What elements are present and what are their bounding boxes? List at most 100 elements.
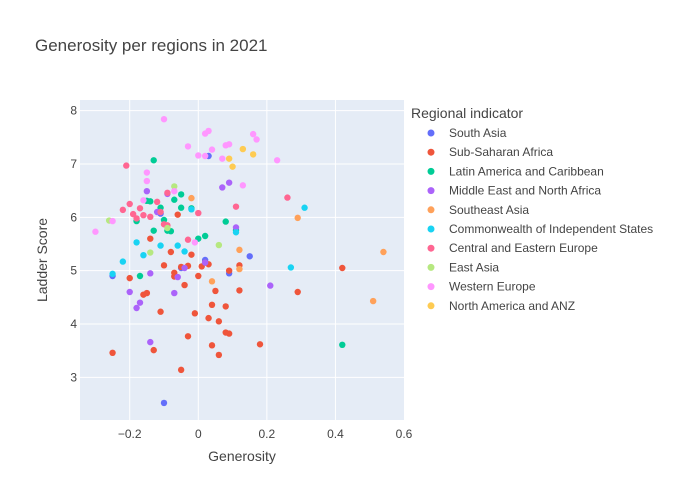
- data-point: [195, 209, 202, 217]
- data-point: [236, 287, 243, 294]
- legend-title: Regional indicator: [411, 105, 523, 121]
- data-point: [181, 281, 188, 289]
- data-point: [109, 217, 116, 225]
- data-point: [212, 287, 219, 295]
- data-point: [215, 318, 223, 325]
- data-point: [208, 342, 216, 349]
- data-point: [184, 333, 192, 340]
- legend-label: North America and ANZ: [449, 299, 575, 313]
- x-tick-label: 0.2: [259, 427, 276, 441]
- data-point: [160, 399, 168, 407]
- legend-item[interactable]: Central and Eastern Europe: [427, 241, 599, 255]
- data-point: [246, 253, 253, 260]
- data-point: [225, 155, 233, 162]
- data-point: [143, 289, 151, 297]
- data-point: [294, 214, 301, 222]
- data-point: [222, 303, 229, 310]
- data-point: [133, 304, 140, 312]
- data-point: [177, 191, 185, 198]
- data-point: [126, 200, 133, 208]
- data-point: [140, 252, 147, 259]
- data-point: [201, 259, 209, 266]
- data-point: [147, 235, 154, 242]
- data-point: [109, 270, 116, 278]
- data-point: [339, 341, 346, 348]
- legend-item[interactable]: Southeast Asia: [427, 203, 530, 217]
- data-point: [184, 236, 192, 243]
- data-point: [195, 272, 202, 280]
- legend-item[interactable]: Sub-Saharan Africa: [427, 145, 554, 159]
- y-tick-label: 3: [70, 370, 77, 384]
- data-point: [225, 267, 233, 274]
- legend-item[interactable]: South Asia: [427, 126, 507, 140]
- x-tick-label: −0.2: [118, 427, 142, 441]
- data-point: [153, 198, 161, 206]
- series-8: [92, 116, 281, 246]
- data-point: [119, 258, 127, 265]
- data-point: [205, 314, 212, 322]
- data-point: [284, 194, 291, 201]
- legend-item[interactable]: Commonwealth of Independent States: [427, 222, 654, 236]
- data-point: [249, 130, 257, 138]
- data-point: [232, 229, 240, 236]
- data-point: [267, 282, 274, 289]
- legend-label: Western Europe: [449, 280, 536, 294]
- data-point: [177, 204, 185, 211]
- series-7: [105, 183, 223, 256]
- legend-item[interactable]: North America and ANZ: [427, 299, 576, 313]
- legend-marker-icon: [427, 167, 435, 175]
- data-point: [219, 184, 226, 191]
- data-point: [133, 215, 140, 222]
- legend-item[interactable]: Middle East and North Africa: [427, 184, 602, 198]
- legend-item[interactable]: Western Europe: [427, 280, 536, 294]
- data-point: [174, 273, 181, 281]
- data-point: [171, 183, 178, 190]
- data-point: [249, 151, 257, 158]
- legend-label: Sub-Saharan Africa: [449, 145, 553, 159]
- data-point: [177, 366, 185, 374]
- data-point: [129, 210, 137, 218]
- data-point: [188, 194, 195, 202]
- data-point: [133, 239, 140, 246]
- legend-label: East Asia: [449, 260, 499, 274]
- legend-marker-icon: [427, 206, 435, 214]
- legend-item[interactable]: East Asia: [427, 260, 500, 274]
- data-point: [232, 203, 240, 210]
- data-point: [201, 232, 209, 240]
- data-point: [256, 341, 264, 348]
- data-point: [150, 346, 157, 354]
- legend-marker-icon: [427, 187, 435, 195]
- data-point: [369, 297, 377, 305]
- legend-marker-icon: [427, 148, 435, 156]
- series-1: [109, 211, 346, 374]
- data-point: [380, 248, 387, 256]
- data-point: [171, 289, 178, 297]
- series-4: [188, 194, 387, 305]
- data-point: [157, 208, 164, 216]
- data-point: [150, 157, 157, 164]
- data-point: [191, 239, 199, 246]
- data-point: [109, 349, 116, 356]
- data-point: [167, 248, 175, 256]
- legend-marker-icon: [427, 283, 435, 291]
- series-9: [225, 145, 257, 170]
- data-point: [239, 145, 247, 153]
- data-point: [201, 152, 209, 160]
- x-axis-ticks: −0.2 0 0.2 0.4 0.6: [118, 427, 413, 441]
- x-axis-title: Generosity: [208, 448, 276, 464]
- data-point: [126, 274, 133, 282]
- y-tick-label: 8: [70, 104, 77, 118]
- data-point: [160, 262, 168, 269]
- data-point: [215, 241, 223, 249]
- legend-item[interactable]: Latin America and Caribbean: [427, 164, 604, 178]
- data-point: [184, 143, 192, 150]
- series-5: [109, 204, 308, 278]
- x-tick-label: 0.6: [396, 427, 413, 441]
- legend-label: Latin America and Caribbean: [449, 164, 604, 178]
- legend-label: South Asia: [449, 126, 507, 140]
- data-point: [147, 270, 154, 277]
- data-point: [92, 228, 99, 235]
- data-point: [191, 310, 199, 317]
- data-point: [160, 116, 168, 123]
